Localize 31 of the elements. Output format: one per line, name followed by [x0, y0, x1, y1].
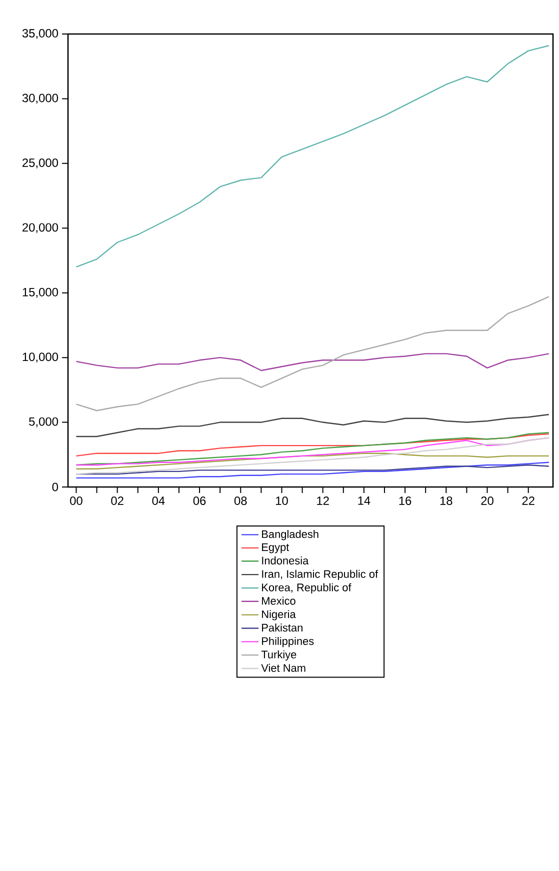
legend-label: Nigeria	[262, 610, 296, 620]
x-tick-label: 10	[276, 496, 288, 505]
legend-label: Bangladesh	[262, 530, 318, 540]
legend-label: Indonesia	[262, 556, 309, 564]
x-tick-label: 14	[358, 496, 370, 505]
legend-label: Iran, Islamic Republic of	[262, 570, 378, 580]
x-tick-label: 08	[234, 496, 247, 505]
y-tick-label: 15,000	[22, 288, 58, 298]
legend-label: Mexico	[262, 596, 296, 605]
x-tick-label: 06	[193, 496, 206, 505]
x-tick-label: 04	[152, 496, 165, 505]
legend-label: Philippines	[262, 636, 314, 648]
y-tick-label: 35,000	[22, 29, 58, 39]
y-tick-label: 20,000	[22, 223, 58, 234]
x-tick-label: 02	[111, 496, 124, 505]
legend-label: Turkiye	[261, 650, 296, 661]
x-tick-label: 22	[522, 496, 534, 505]
y-tick-label: 30,000	[22, 94, 58, 104]
y-tick-label: 25,000	[22, 158, 58, 168]
x-tick-label: 16	[399, 496, 412, 505]
legend-label: Viet Nam	[261, 664, 306, 672]
y-tick-label: 5,000	[29, 417, 58, 428]
x-tick-label: 00	[70, 496, 82, 505]
x-tick-label: 18	[440, 496, 452, 505]
legend-label: Pakistan	[262, 624, 302, 632]
x-tick-label: 12	[317, 496, 329, 505]
y-tick-label: 10,000	[22, 352, 58, 363]
legend-label: Korea, Republic of	[262, 583, 352, 594]
y-tick-label: 0	[52, 482, 58, 492]
x-tick-label: 20	[481, 496, 494, 505]
legend-label: Egypt	[262, 543, 290, 554]
